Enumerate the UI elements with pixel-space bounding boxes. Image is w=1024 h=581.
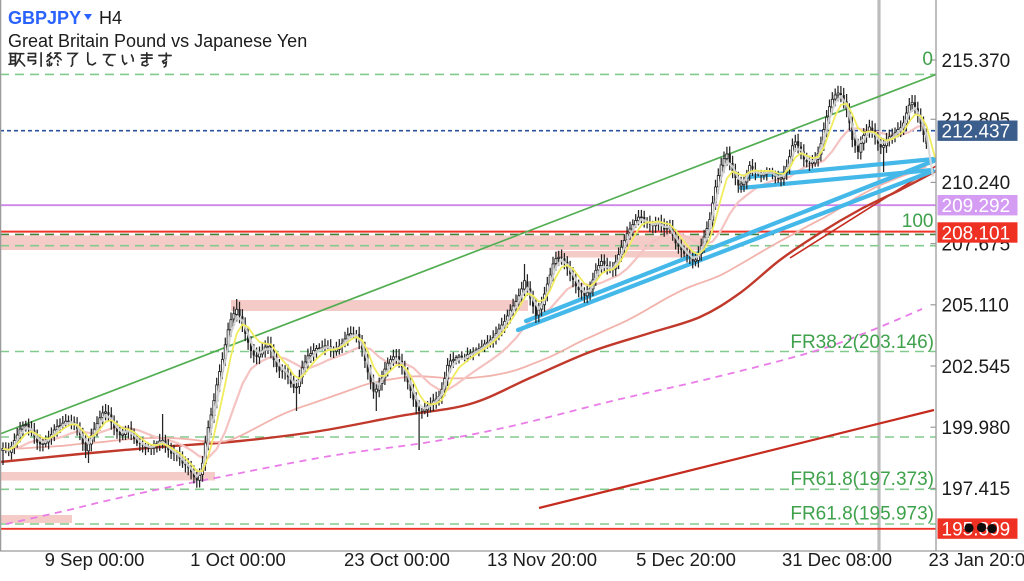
svg-text:0: 0 [922,49,933,70]
svg-text:13 Nov 20:00: 13 Nov 20:00 [487,549,597,570]
svg-text:212.437: 212.437 [942,122,1011,143]
svg-text:23 Oct 00:00: 23 Oct 00:00 [344,549,450,570]
svg-text:H4: H4 [99,8,122,28]
svg-text:5 Dec 20:00: 5 Dec 20:00 [636,549,736,570]
svg-text:100: 100 [902,211,934,232]
svg-text:1 Oct 00:00: 1 Oct 00:00 [190,549,286,570]
svg-text:9 Sep 00:00: 9 Sep 00:00 [45,549,145,570]
svg-text:23 Jan 20:00: 23 Jan 20:00 [929,549,1024,570]
svg-text:199.980: 199.980 [942,418,1011,439]
svg-text:205.110: 205.110 [942,296,1009,317]
svg-text:215.370: 215.370 [942,51,1011,72]
svg-text:FR61.8(195.973): FR61.8(195.973) [790,504,934,525]
svg-text:197.415: 197.415 [942,479,1011,500]
svg-text:195.309: 195.309 [942,519,1011,540]
svg-text:GBPJPY: GBPJPY [8,8,81,28]
svg-text:210.240: 210.240 [942,173,1011,194]
svg-text:FR61.8(197.373): FR61.8(197.373) [790,469,934,490]
svg-text:FR38.2(203.146): FR38.2(203.146) [790,332,934,353]
svg-text:31 Dec 08:00: 31 Dec 08:00 [782,549,892,570]
svg-text:Great Britain Pound vs Japanes: Great Britain Pound vs Japanese Yen [8,31,307,51]
svg-text:208.101: 208.101 [942,223,1011,244]
svg-text:209.292: 209.292 [942,196,1011,217]
svg-text:202.545: 202.545 [942,357,1011,378]
